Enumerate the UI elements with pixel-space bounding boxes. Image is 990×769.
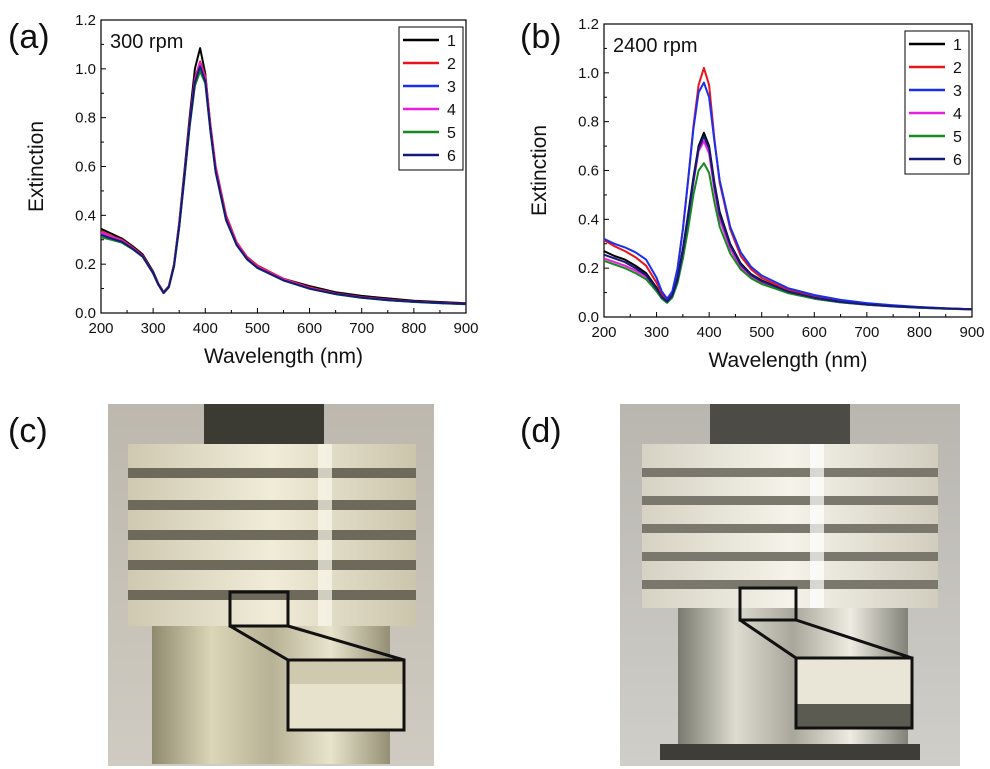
x-tick-label: 200 [591,324,616,341]
x-tick-label: 800 [907,324,932,341]
legend-label: 4 [447,102,456,119]
x-tick-label: 200 [88,320,113,337]
legend-label: 5 [953,129,962,146]
y-tick-label: 0.8 [75,110,96,127]
legend-box [398,26,464,171]
y-tick-label: 0.0 [75,305,96,322]
x-tick-label: 600 [802,324,827,341]
legend-label: 5 [447,125,456,142]
x-tick-label: 900 [453,320,478,337]
y-tick-label: 0.2 [75,256,96,273]
legend-label: 6 [953,152,962,169]
x-tick-label: 300 [141,320,166,337]
legend-label: 4 [953,106,962,123]
legend-label: 2 [953,60,962,77]
x-axis-label: Wavelength (nm) [708,349,867,372]
x-tick-label: 400 [193,320,218,337]
x-tick-label: 700 [349,320,374,337]
y-tick-label: 0.0 [578,309,599,326]
chart-2400rpm: 200 300 400 500 600 700 800 900 0.0 0.2 0.4 0.6 0.8 1… [528,16,985,372]
panel-label-c: (c) [8,412,48,450]
chart-300rpm: 200 300 400 500 600 700 800 900 0.0 0.2 0.4 0.6 0.8 1… [25,12,479,368]
y-tick-label: 0.4 [578,211,599,228]
series-line-6 [100,65,467,305]
x-axis-label: Wavelength (nm) [204,345,363,368]
photo-300rpm-sample [108,404,434,766]
rpm-annotation: 2400 rpm [613,35,698,57]
x-tick-label: 400 [697,324,722,341]
x-tick-label: 500 [245,320,270,337]
x-tick-label: 300 [644,324,669,341]
x-tick-label: 500 [749,324,774,341]
legend-label: 1 [953,37,962,54]
legend-label: 2 [447,56,456,73]
y-tick-label: 1.0 [75,61,96,78]
series-line-6 [603,135,973,311]
y-tick-label: 1.2 [578,16,599,33]
panel-label-b: (b) [520,18,562,56]
legend-label: 3 [447,79,456,96]
y-tick-label: 1.0 [578,65,599,82]
y-tick-label: 0.8 [578,114,599,131]
x-tick-label: 600 [297,320,322,337]
panel-label-d: (d) [520,412,562,450]
photo-2400rpm-sample [620,404,960,766]
legend-label: 1 [447,33,456,50]
x-tick-label: 700 [854,324,879,341]
rpm-annotation: 300 rpm [110,31,183,53]
legend-label: 6 [447,148,456,165]
y-tick-label: 1.2 [75,12,96,29]
series-line-3 [603,81,973,311]
y-axis-label: Extinction [528,125,551,216]
y-tick-label: 0.6 [578,163,599,180]
y-tick-label: 0.4 [75,207,96,224]
y-tick-label: 0.6 [75,159,96,176]
y-tick-label: 0.2 [578,260,599,277]
y-axis-label: Extinction [25,121,48,212]
x-tick-label: 900 [959,324,984,341]
panel-label-a: (a) [8,18,50,56]
legend-box [904,30,970,175]
x-tick-label: 800 [401,320,426,337]
legend-label: 3 [953,83,962,100]
